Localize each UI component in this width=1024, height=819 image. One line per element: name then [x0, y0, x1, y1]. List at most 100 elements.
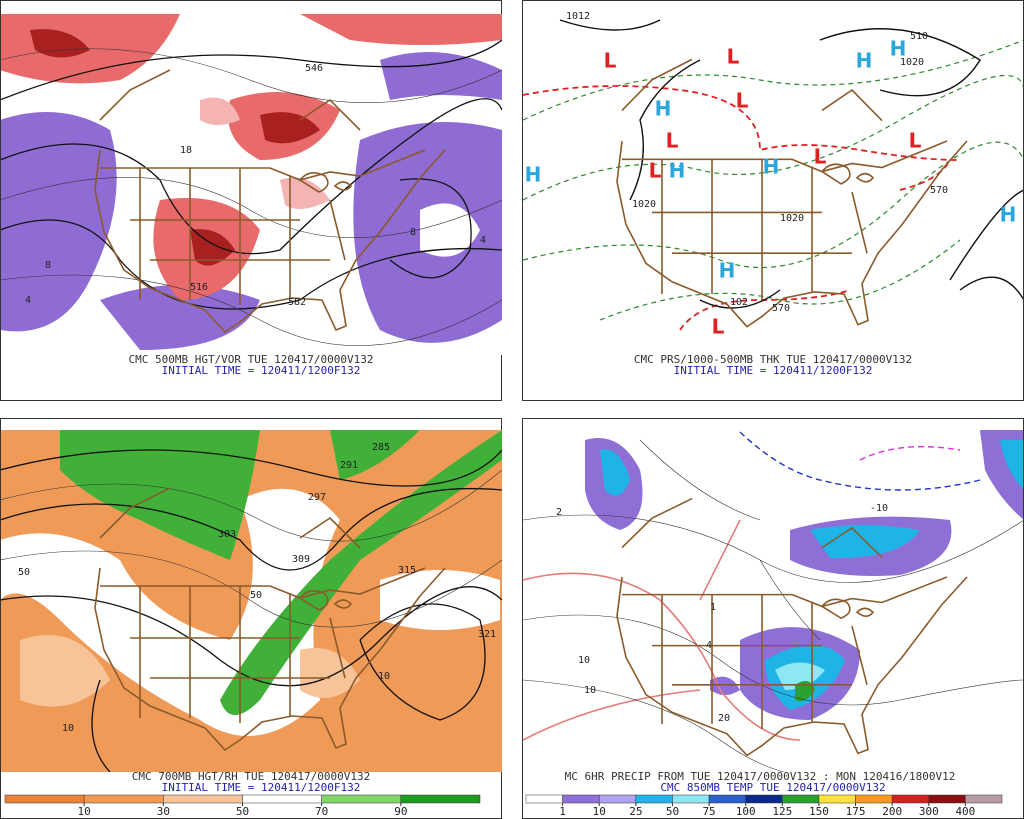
isobar-label: 1020	[780, 213, 804, 224]
colorbar-segment	[745, 794, 783, 804]
contour-label: 4	[480, 235, 486, 246]
contour-label: 546	[305, 63, 323, 74]
contour-label: 10	[378, 671, 390, 682]
contour-label: 582	[288, 297, 306, 308]
panel-caption: CMC PRS/1000-500MB THK TUE 120417/0000V1…	[634, 353, 912, 366]
panel-subcaption: CMC 850MB TEMP TUE 120417/0000V132	[660, 781, 885, 794]
colorbar-label: 400	[955, 805, 975, 818]
contour-label: 285	[372, 442, 390, 453]
colorbar-segment	[321, 794, 402, 804]
panel-frame	[522, 0, 1024, 401]
colorbar-label: 10	[78, 805, 91, 818]
colorbar-segment	[400, 794, 481, 804]
initial-time: INITIAL TIME = 120411/1200F132	[674, 364, 873, 377]
colorbar-segment	[818, 794, 856, 804]
colorbar-segment	[891, 794, 930, 804]
colorbar-segment	[4, 794, 85, 804]
high-center: H	[655, 97, 672, 121]
colorbar-segment	[672, 794, 710, 804]
contour-label: 50	[18, 567, 30, 578]
colorbar-segment	[855, 794, 893, 804]
colorbar-segment	[965, 794, 1003, 804]
low-center: L	[712, 315, 725, 339]
colorbar-label: 100	[736, 805, 756, 818]
colorbar-segment	[928, 794, 966, 804]
thickness-label: 570	[930, 185, 948, 196]
contour-label: 303	[218, 529, 236, 540]
humidity-map	[1, 430, 502, 772]
colorbar-label: 175	[846, 805, 866, 818]
low-center: L	[909, 129, 922, 153]
high-center: H	[890, 37, 907, 61]
colorbar-label: 75	[702, 805, 715, 818]
panel-caption: CMC 700MB HGT/RH TUE 120417/0000V132	[132, 770, 370, 783]
colorbar-label: 300	[919, 805, 939, 818]
initial-time: INITIAL TIME = 120411/1200F132	[162, 781, 361, 794]
colorbar-label: 200	[882, 805, 902, 818]
low-center: L	[649, 159, 662, 183]
initial-time: INITIAL TIME = 120411/1200F132	[162, 364, 361, 377]
high-center: H	[1000, 203, 1017, 227]
colorbar-label: 125	[772, 805, 792, 818]
high-center: H	[525, 163, 542, 187]
high-center: H	[669, 159, 686, 183]
contour-label: 321	[478, 629, 496, 640]
contour-label: 309	[292, 554, 310, 565]
contour-label: 10	[584, 685, 596, 696]
colorbar-segment	[708, 794, 746, 804]
high-center: H	[719, 259, 736, 283]
precip-map	[523, 430, 1023, 772]
panel-caption: MC 6HR PRECIP FROM TUE 120417/0000V132 :…	[565, 770, 956, 783]
contour-label: 4	[25, 295, 31, 306]
low-center: L	[814, 145, 827, 169]
colorbar-segment	[83, 794, 164, 804]
contour-label: 2	[556, 507, 562, 518]
contour-label: -10	[870, 503, 888, 514]
isobar-label: 1020	[632, 199, 656, 210]
vorticity-map	[1, 14, 502, 355]
contour-label: 18	[180, 145, 192, 156]
colorbar-segment	[562, 794, 600, 804]
contour-label: 10	[62, 723, 74, 734]
high-center: H	[856, 49, 873, 73]
low-center: L	[727, 45, 740, 69]
high-center: H	[763, 155, 780, 179]
thickness-label: 570	[772, 303, 790, 314]
contour-label: 1	[710, 602, 716, 613]
colorbar-label: 50	[236, 805, 249, 818]
colorbar-label: 70	[315, 805, 328, 818]
low-center: L	[736, 89, 749, 113]
colorbar-segment	[242, 794, 322, 804]
colorbar-segment	[598, 794, 637, 804]
colorbar-label: 50	[666, 805, 679, 818]
contour-label: 8	[410, 227, 416, 238]
colorbar-segment	[782, 794, 820, 804]
colorbar-label: 150	[809, 805, 829, 818]
contour-label: 291	[340, 460, 358, 471]
panel-caption: CMC 500MB HGT/VOR TUE 120417/0000V132	[128, 353, 373, 366]
isobar-label: 1020	[900, 57, 924, 68]
pressure-map	[523, 19, 1023, 331]
colorbar-label: 25	[629, 805, 642, 818]
isobar-label: 102	[730, 297, 748, 308]
colorbar-label: 1	[559, 805, 566, 818]
contour-label: 10	[578, 655, 590, 666]
contour-label: 516	[190, 282, 208, 293]
colorbar-segment	[163, 794, 243, 804]
low-center: L	[666, 129, 679, 153]
contour-label: 315	[398, 565, 416, 576]
contour-label: 20	[718, 713, 730, 724]
colorbar-segment	[525, 794, 563, 804]
isobar-label: 1012	[566, 11, 590, 22]
colorbar-label: 10	[593, 805, 606, 818]
contour-label: 8	[45, 260, 51, 271]
contour-label: 4	[706, 640, 712, 651]
low-center: L	[604, 49, 617, 73]
colorbar-label: 30	[157, 805, 170, 818]
colorbar-segment	[635, 794, 673, 804]
contour-label: 50	[250, 590, 262, 601]
colorbar-label: 90	[394, 805, 407, 818]
thickness-label: 510	[910, 31, 928, 42]
contour-label: 297	[308, 492, 326, 503]
